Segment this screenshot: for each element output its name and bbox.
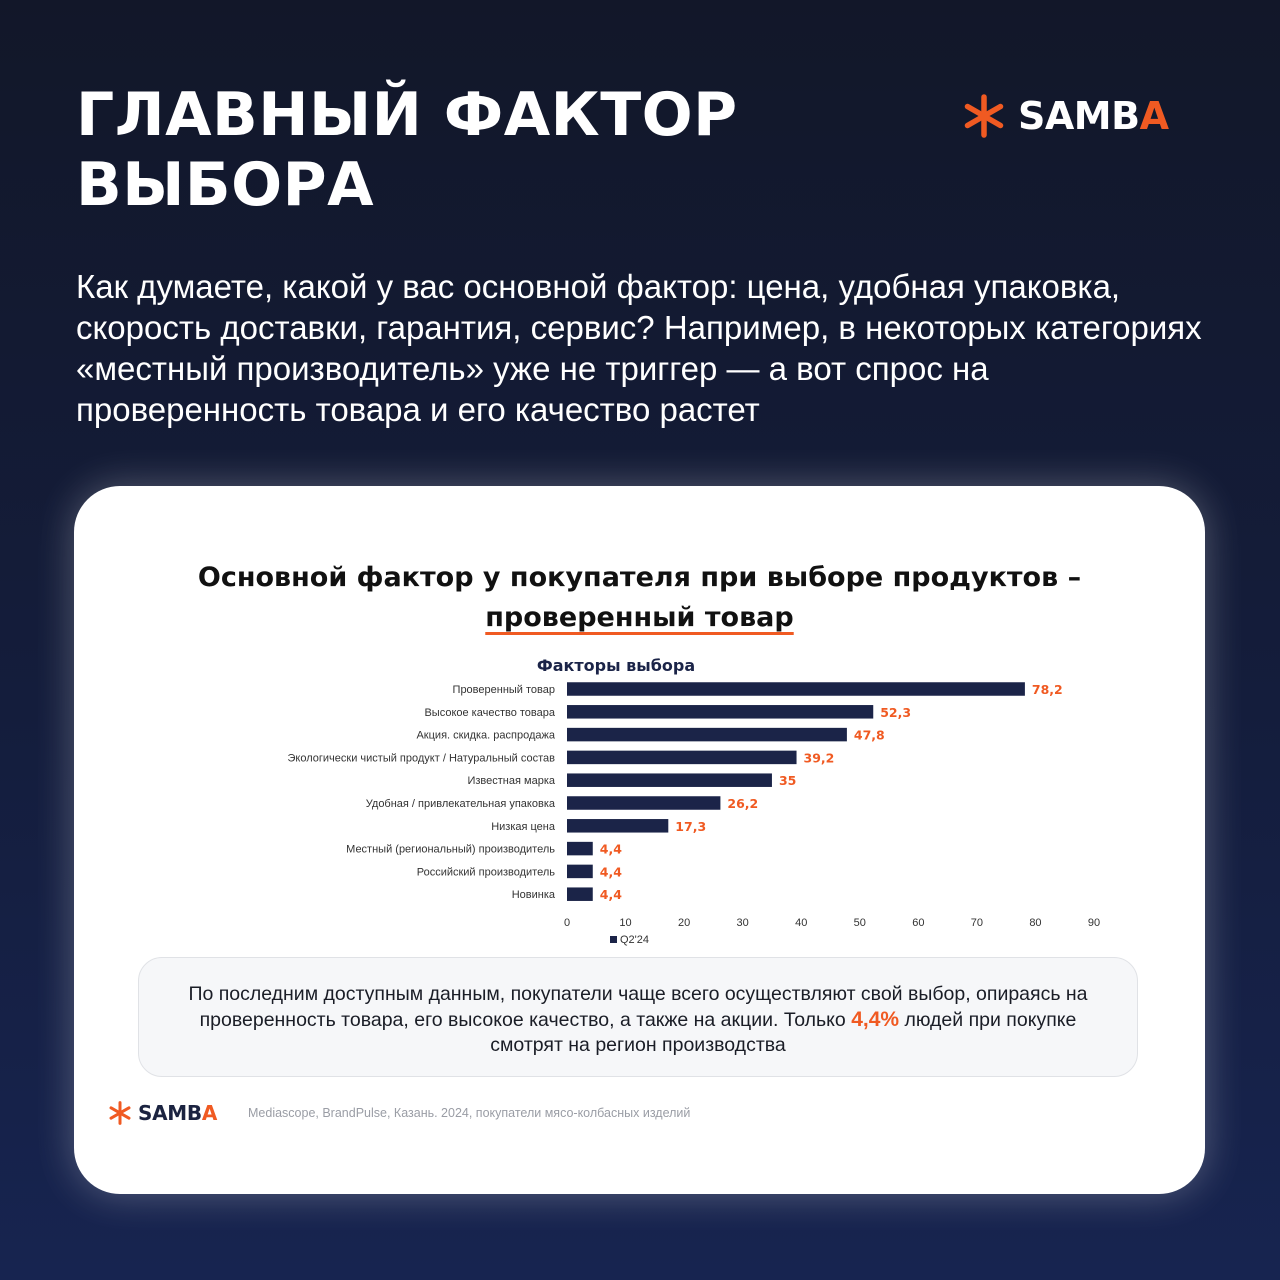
chart-card: Основной фактор у покупателя при выборе … (74, 486, 1205, 1194)
headline-line-1: ГЛАВНЫЙ ФАКТОР (76, 80, 738, 150)
summary-text-end: людей при покупке смотрят на регион прои… (490, 1009, 1077, 1056)
data-label: 39,2 (804, 750, 835, 765)
data-label: 52,3 (880, 705, 911, 720)
x-tick-label: 30 (737, 917, 749, 929)
x-tick-label: 50 (854, 917, 866, 929)
bar (567, 864, 593, 879)
data-label: 17,3 (675, 819, 706, 834)
category-label: Проверенный товар (453, 684, 555, 696)
card-title: Основной фактор у покупателя при выборе … (74, 558, 1205, 638)
card-logo-wordmark-main: SAMB (138, 1101, 202, 1125)
x-tick-label: 40 (795, 917, 807, 929)
bar (567, 819, 669, 833)
x-tick-label: 10 (619, 917, 631, 929)
x-tick-label: 60 (912, 917, 924, 929)
chart-title: Факторы выбора (537, 656, 695, 675)
bar (567, 727, 847, 742)
page-headline: ГЛАВНЫЙ ФАКТОР ВЫБОРА (76, 80, 738, 220)
logo-wordmark-main: SAMB (1018, 94, 1140, 138)
headline-line-2: ВЫБОРА (76, 150, 375, 220)
category-label: Новинка (512, 889, 556, 901)
bar (567, 887, 593, 901)
summary-text-start: По последним доступным данным, покупател… (188, 983, 1088, 1031)
logo-wordmark-accent: A (1139, 94, 1169, 138)
bar (567, 841, 593, 856)
x-tick-label: 80 (1029, 917, 1041, 929)
category-label: Низкая цена (491, 821, 556, 833)
category-label: Акция. скидка. распродажа (416, 730, 555, 742)
x-tick-label: 20 (678, 917, 690, 929)
samba-logo: SAMBA (962, 92, 1202, 140)
summary-highlight: 4,4% (851, 1008, 900, 1031)
source-note: Mediascope, BrandPulse, Казань. 2024, по… (248, 1106, 691, 1120)
data-label: 47,8 (854, 728, 885, 743)
category-label: Высокое качество товара (424, 707, 555, 719)
card-logo-wordmark-accent: A (201, 1101, 218, 1125)
category-label: Удобная / привлекательная упаковка (366, 798, 556, 810)
legend-swatch (610, 936, 617, 943)
logo-wordmark: SAMBA (1018, 94, 1169, 138)
data-label: 4,4 (600, 887, 622, 902)
data-label: 35 (779, 773, 796, 788)
bar (567, 773, 772, 787)
data-label: 78,2 (1032, 682, 1063, 697)
x-tick-label: 0 (564, 917, 570, 929)
category-label: Экологически чистый продукт / Натуральны… (288, 752, 556, 764)
bar (567, 750, 797, 765)
lead-paragraph: Как думаете, какой у вас основной фактор… (76, 268, 1202, 428)
category-label: Российский производитель (417, 866, 556, 878)
card-title-line-1: Основной фактор у покупателя при выборе … (197, 562, 1082, 593)
card-title-line-2: проверенный товар (485, 602, 794, 633)
category-label: Известная марка (467, 775, 555, 787)
card-logo-wordmark: SAMBA (138, 1101, 217, 1125)
card-samba-logo: SAMBA (108, 1100, 217, 1126)
bar (567, 705, 874, 719)
asterisk-logo-icon (109, 1101, 131, 1125)
x-tick-label: 70 (971, 917, 983, 929)
summary-box: По последним доступным данным, покупател… (138, 957, 1138, 1077)
bar (567, 682, 1025, 696)
data-label: 4,4 (600, 842, 622, 857)
bar-chart: Факторы выбора Проверенный товар 78,2 Высо… (288, 656, 1101, 946)
asterisk-logo-icon (964, 94, 1004, 138)
x-tick-label: 90 (1088, 917, 1100, 929)
data-label: 26,2 (727, 796, 758, 811)
category-label: Местный (региональный) производитель (346, 844, 555, 856)
data-label: 4,4 (600, 864, 622, 879)
bar (567, 796, 721, 810)
legend-label: Q2'24 (620, 934, 649, 946)
